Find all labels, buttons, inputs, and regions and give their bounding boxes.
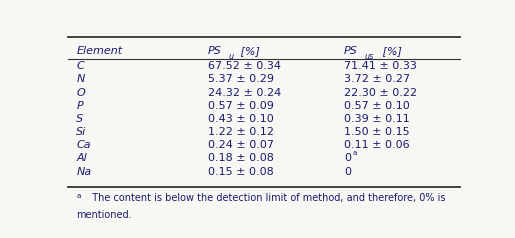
- Text: 0: 0: [344, 154, 351, 164]
- Text: 0.43 ± 0.10: 0.43 ± 0.10: [208, 114, 274, 124]
- Text: 3.72 ± 0.27: 3.72 ± 0.27: [344, 74, 410, 84]
- Text: Ca: Ca: [76, 140, 91, 150]
- Text: P: P: [76, 101, 83, 111]
- Text: 5.37 ± 0.29: 5.37 ± 0.29: [208, 74, 274, 84]
- Text: Si: Si: [76, 127, 87, 137]
- Text: 22.30 ± 0.22: 22.30 ± 0.22: [344, 88, 417, 98]
- Text: Al: Al: [76, 154, 87, 164]
- Text: Na: Na: [76, 167, 92, 177]
- Text: 71.41 ± 0.33: 71.41 ± 0.33: [344, 61, 417, 71]
- Text: O: O: [76, 88, 85, 98]
- Text: C: C: [76, 61, 84, 71]
- Text: [%]: [%]: [379, 46, 402, 56]
- Text: mentioned.: mentioned.: [76, 210, 132, 220]
- Text: The content is below the detection limit of method, and therefore, 0% is: The content is below the detection limit…: [87, 193, 446, 203]
- Text: 0.57 ± 0.09: 0.57 ± 0.09: [208, 101, 274, 111]
- Text: 67.52 ± 0.34: 67.52 ± 0.34: [208, 61, 281, 71]
- Text: 1.22 ± 0.12: 1.22 ± 0.12: [208, 127, 274, 137]
- Text: 0.11 ± 0.06: 0.11 ± 0.06: [344, 140, 409, 150]
- Text: 0.57 ± 0.10: 0.57 ± 0.10: [344, 101, 409, 111]
- Text: [%]: [%]: [237, 46, 260, 56]
- Text: us: us: [365, 52, 374, 61]
- Text: 1.50 ± 0.15: 1.50 ± 0.15: [344, 127, 409, 137]
- Text: 24.32 ± 0.24: 24.32 ± 0.24: [208, 88, 281, 98]
- Text: PS: PS: [208, 46, 222, 56]
- Text: N: N: [76, 74, 85, 84]
- Text: 0: 0: [344, 167, 351, 177]
- Text: 0.15 ± 0.08: 0.15 ± 0.08: [208, 167, 274, 177]
- Text: u: u: [229, 52, 234, 61]
- Text: a: a: [76, 193, 81, 198]
- Text: 0.18 ± 0.08: 0.18 ± 0.08: [208, 154, 274, 164]
- Text: a: a: [353, 150, 357, 156]
- Text: S: S: [76, 114, 83, 124]
- Text: Element: Element: [76, 46, 123, 56]
- Text: 0.24 ± 0.07: 0.24 ± 0.07: [208, 140, 274, 150]
- Text: PS: PS: [344, 46, 357, 56]
- Text: 0.39 ± 0.11: 0.39 ± 0.11: [344, 114, 409, 124]
